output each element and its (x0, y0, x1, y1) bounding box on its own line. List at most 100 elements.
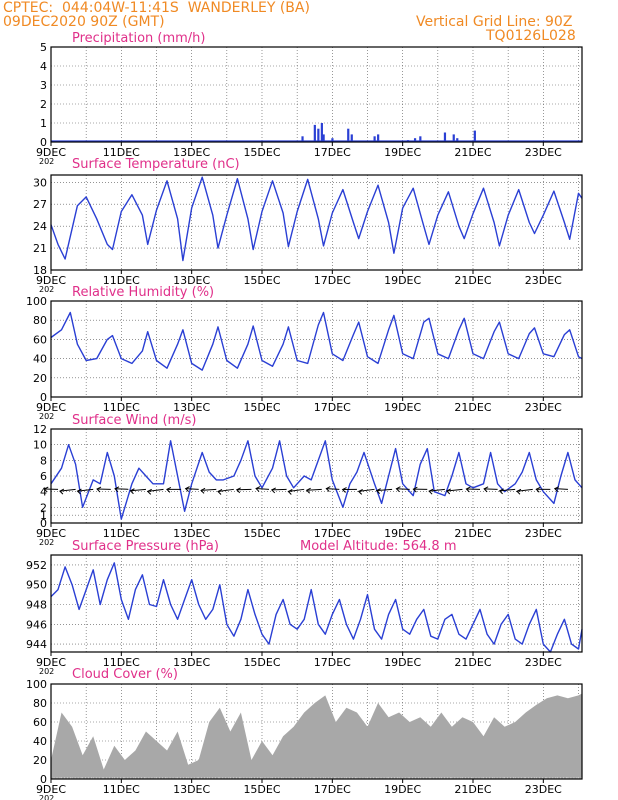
wind-arrow-head (553, 486, 560, 493)
y-tick-label: 5 (40, 41, 47, 54)
y-tick-label: 24 (33, 220, 47, 233)
series-line (50, 562, 583, 653)
x-year-fragment: 202 (39, 412, 54, 421)
y-tick-label: 1 (40, 117, 47, 130)
x-tick-label: 15DEC (243, 146, 280, 159)
x-tick-label: 13DEC (173, 783, 210, 796)
x-year-fragment: 202 (39, 285, 54, 294)
x-tick-label: 17DEC (314, 656, 351, 669)
model-altitude-label: Model Altitude: 564.8 m (300, 539, 457, 554)
y-tick-label: 1 (40, 509, 47, 522)
x-tick-label: 21DEC (454, 783, 491, 796)
wind-arrow-head (428, 488, 434, 495)
x-tick-label: 9DEC (36, 274, 66, 287)
wind-arrow (446, 488, 463, 492)
chart-panel-2: 18 21 24 27 30 9DEC 11DEC 13DEC 15DEC 17DEC 19DEC 2… (33, 157, 583, 294)
x-tick-label: 19DEC (384, 527, 421, 540)
x-tick-label: 17DEC (314, 527, 351, 540)
wind-arrow (185, 488, 199, 490)
wind-arrow (59, 488, 76, 492)
wind-arrow-head (96, 486, 102, 493)
x-tick-label: 21DEC (454, 274, 491, 287)
y-tick-label: 40 (33, 735, 47, 748)
x-tick-label: 13DEC (173, 527, 210, 540)
wind-arrow-head (498, 488, 504, 495)
wind-arrow-head (255, 486, 261, 492)
y-tick-label: 946 (26, 618, 47, 631)
wind-arrow-head (375, 488, 381, 494)
x-tick-label: 23DEC (525, 527, 562, 540)
x-tick-label: 21DEC (454, 527, 491, 540)
wind-arrow-head (412, 486, 418, 493)
x-tick-label: 13DEC (173, 401, 210, 414)
wind-arrow-head (341, 487, 347, 493)
precip-bar (443, 132, 447, 142)
wind-arrow (271, 488, 287, 491)
wind-arrow-head (270, 487, 276, 494)
series-line (50, 311, 583, 371)
x-tick-label: 23DEC (525, 146, 562, 159)
x-tick-label: 23DEC (525, 401, 562, 414)
precip-bar (419, 136, 422, 142)
panel-title: Relative Humidity (%) (72, 285, 214, 300)
x-tick-label: 15DEC (243, 527, 280, 540)
x-year-fragment: 202 (39, 538, 54, 547)
x-tick-label: 19DEC (384, 656, 421, 669)
x-tick-label: 23DEC (525, 274, 562, 287)
x-tick-label: 23DEC (525, 783, 562, 796)
x-tick-label: 13DEC (173, 656, 210, 669)
x-tick-label: 21DEC (454, 401, 491, 414)
wind-arrow-head (217, 489, 223, 495)
header-location: CPTEC: 044:04W-11:41S WANDERLEY (BA) (3, 0, 310, 16)
y-tick-label: 0 (40, 517, 47, 530)
x-tick-label: 9DEC (36, 146, 66, 159)
wind-arrow-head (516, 488, 522, 495)
x-tick-label: 17DEC (314, 146, 351, 159)
wind-arrow (217, 488, 234, 492)
wind-arrow (256, 488, 270, 490)
wind-arrow-head (287, 489, 293, 495)
chart-frame (50, 428, 583, 524)
chart-frame (50, 554, 583, 653)
x-year-fragment: 202 (39, 667, 54, 676)
y-tick-label: 2 (40, 98, 47, 111)
x-tick-label: 15DEC (243, 274, 280, 287)
header-grid-note: Vertical Grid Line: 90Z (416, 14, 573, 30)
y-tick-label: 100 (26, 678, 47, 691)
wind-arrow (114, 488, 129, 490)
wind-arrow-head (184, 486, 190, 492)
y-tick-label: 2 (40, 501, 47, 514)
x-tick-label: 15DEC (243, 656, 280, 669)
chart-panel-6: 0 20 40 60 80 100 9DEC 11DEC 13DEC 15DEC 17DEC 19DE… (26, 667, 583, 800)
y-tick-label: 10 (33, 439, 47, 452)
y-tick-label: 4 (40, 486, 47, 499)
y-tick-label: 80 (33, 314, 47, 327)
x-tick-label: 17DEC (314, 783, 351, 796)
precip-bar (301, 136, 304, 142)
x-tick-label: 21DEC (454, 656, 491, 669)
x-tick-label: 19DEC (384, 274, 421, 287)
chart-frame (50, 683, 583, 780)
chart-frame (50, 46, 583, 143)
header-date: 09DEC2020 90Z (GMT) (3, 14, 165, 30)
precip-bar (322, 134, 325, 142)
wind-arrow (201, 488, 217, 491)
y-tick-label: 40 (33, 353, 47, 366)
x-tick-label: 21DEC (454, 146, 491, 159)
y-tick-label: 6 (40, 470, 47, 483)
x-tick-label: 19DEC (384, 401, 421, 414)
panel-title: Surface Wind (m/s) (72, 413, 196, 428)
wind-arrow-head (465, 486, 471, 493)
x-tick-label: 9DEC (36, 401, 66, 414)
precip-bar (473, 130, 476, 142)
precip-bar (347, 128, 350, 142)
wind-arrow (499, 488, 516, 492)
wind-arrow (288, 488, 305, 493)
chart-panel-3: 0 20 40 60 80 100 9DEC 11DEC 13DEC 15DEC 17DEC 19DE… (26, 285, 583, 421)
x-tick-label: 11DEC (103, 527, 140, 540)
wind-arrow-head (146, 488, 152, 495)
x-tick-label: 13DEC (173, 274, 210, 287)
wind-arrow-head (325, 486, 331, 492)
precip-bar (317, 128, 320, 142)
